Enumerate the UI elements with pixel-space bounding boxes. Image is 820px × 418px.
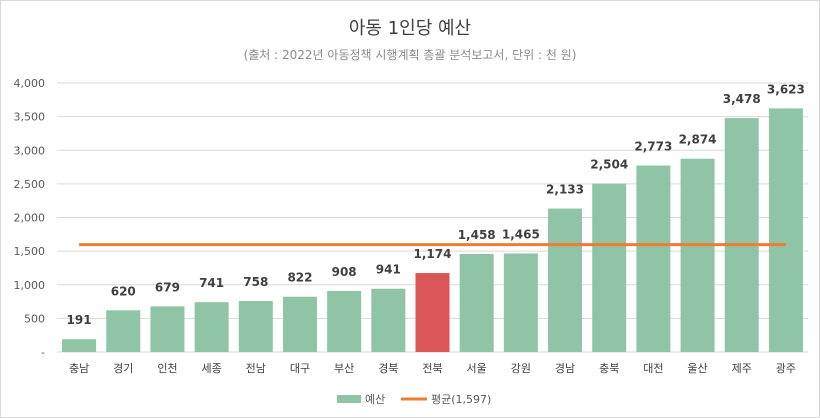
y-tick-label: - <box>41 346 45 359</box>
bar <box>371 288 406 352</box>
data-label: 3,623 <box>767 82 805 96</box>
x-tick-label: 대구 <box>290 362 310 375</box>
x-tick-label: 제주 <box>732 362 752 375</box>
legend-label-budget: 예산 <box>365 393 385 406</box>
x-tick-label: 전남 <box>246 362 266 375</box>
x-tick-label: 경기 <box>113 362 133 375</box>
data-label: 2,133 <box>546 183 584 197</box>
data-label: 758 <box>243 275 268 289</box>
data-label: 2,504 <box>590 158 628 172</box>
bar <box>62 339 97 352</box>
y-tick-label: 3,000 <box>14 144 46 157</box>
bar <box>415 273 450 352</box>
bar <box>768 108 803 353</box>
data-label: 620 <box>111 284 136 298</box>
x-tick-label: 강원 <box>511 362 531 375</box>
y-tick-label: 1,000 <box>14 279 46 292</box>
bar <box>724 118 759 353</box>
chart-title: 아동 1인당 예산 <box>348 18 472 39</box>
bar <box>327 290 362 352</box>
data-label: 1,174 <box>414 247 452 261</box>
legend-label-average: 평균(1,597) <box>431 393 491 406</box>
bar <box>238 301 273 352</box>
bar <box>150 306 185 352</box>
x-tick-label: 경북 <box>378 362 398 375</box>
x-tick-label: 충남 <box>69 362 89 375</box>
data-label: 1,465 <box>502 227 540 241</box>
y-tick-label: 4,000 <box>14 77 46 90</box>
data-label: 2,874 <box>679 133 717 147</box>
bar <box>592 183 627 352</box>
x-tick-label: 경남 <box>555 362 575 375</box>
y-tick-label: 500 <box>24 312 45 325</box>
x-tick-label: 인천 <box>157 361 177 375</box>
x-tick-label: 서울 <box>467 362 487 375</box>
x-tick-label: 대전 <box>643 362 663 375</box>
y-tick-label: 3,500 <box>14 111 46 124</box>
data-label: 2,773 <box>634 140 672 154</box>
y-tick-label: 1,500 <box>14 245 46 258</box>
data-label: 679 <box>155 280 180 294</box>
x-tick-label: 전북 <box>422 362 442 375</box>
x-tick-label: 부산 <box>334 362 354 375</box>
bar <box>282 296 317 352</box>
chart-subtitle: (출처 : 2022년 아동정책 시행계획 총괄 분석보고서, 단위 : 천 원… <box>243 48 577 62</box>
bar <box>680 158 715 352</box>
bar <box>503 253 538 352</box>
bar <box>459 253 494 352</box>
data-label: 822 <box>287 271 312 285</box>
bar <box>194 302 229 352</box>
x-tick-label: 울산 <box>687 362 707 375</box>
data-label: 1,458 <box>458 228 496 242</box>
y-tick-label: 2,000 <box>14 212 46 225</box>
data-label: 941 <box>376 263 401 277</box>
x-tick-label: 세종 <box>201 362 221 375</box>
bar <box>548 208 583 352</box>
data-label: 908 <box>332 265 357 279</box>
bar <box>106 310 141 352</box>
y-tick-label: 2,500 <box>14 178 46 191</box>
data-label: 741 <box>199 276 224 290</box>
data-label: 3,478 <box>723 92 761 106</box>
x-tick-label: 충북 <box>599 362 619 375</box>
data-label: 191 <box>67 313 92 327</box>
bar <box>636 165 671 352</box>
x-tick-label: 광주 <box>776 362 796 375</box>
legend-swatch-budget <box>337 395 361 403</box>
